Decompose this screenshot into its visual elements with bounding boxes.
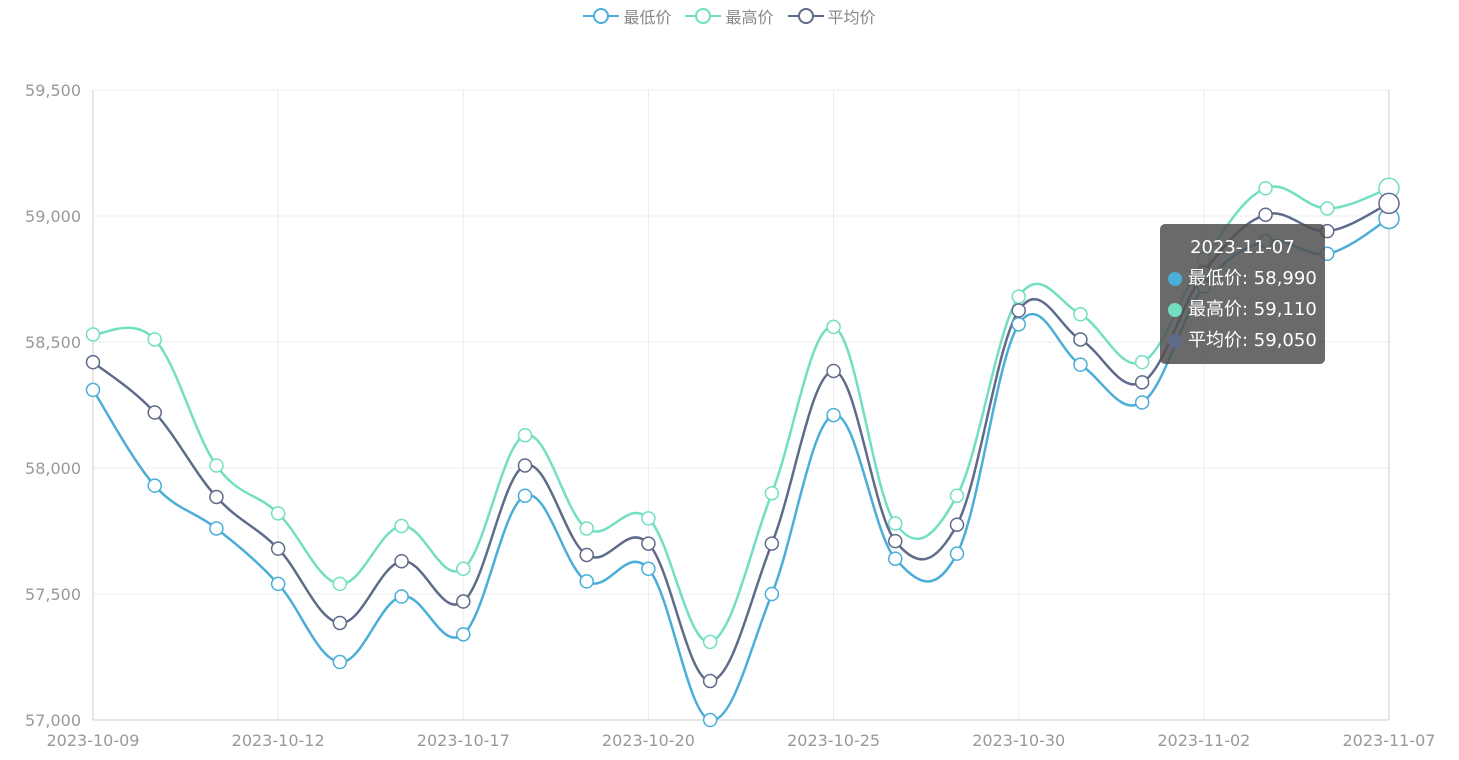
series-point-high: [1011, 289, 1026, 304]
series-point-low: [949, 546, 965, 561]
series-point-high: [332, 576, 348, 592]
legend-item-high[interactable]: 最高价: [685, 4, 774, 28]
tooltip-title: 2023-11-07: [1190, 237, 1295, 258]
series-point-high: [270, 506, 286, 521]
series-point-high: [1258, 181, 1273, 196]
series-point-low: [270, 576, 286, 592]
series-point-high: [826, 319, 841, 335]
legend-swatch-high-icon: [685, 8, 722, 24]
series-point-low: [1134, 395, 1150, 410]
series-point-high: [1320, 201, 1335, 216]
series-point-low: [147, 478, 162, 493]
y-tick-label: 59,000: [25, 207, 81, 226]
tooltip-value-high: 59,110: [1253, 299, 1317, 320]
x-tick-label: 2023-10-20: [602, 731, 695, 750]
tooltip-row-high: 最高价: 59,110: [1168, 294, 1317, 325]
x-tick-label: 2023-11-02: [1157, 731, 1250, 750]
series-point-high: [1073, 307, 1088, 322]
series-point-avg: [270, 541, 286, 556]
series-point-avg: [1134, 375, 1150, 390]
series-point-high: [456, 561, 471, 577]
tooltip-value-avg: 59,050: [1253, 330, 1317, 351]
y-tick-label: 58,500: [25, 333, 81, 352]
series-point-low: [702, 712, 718, 728]
y-tick-label: 57,000: [25, 711, 81, 730]
tooltip-label-high: 最高价: [1188, 299, 1242, 320]
series-point-high: [641, 511, 656, 526]
series-point-high: [517, 427, 533, 443]
x-tick-label: 2023-10-25: [787, 731, 880, 750]
series-point-high: [702, 634, 718, 650]
series-point-avg: [702, 673, 718, 689]
chart-legend: 最低价 最高价 平均价: [0, 2, 1459, 30]
series-point-avg: [949, 517, 965, 532]
legend-label-high: 最高价: [725, 8, 774, 27]
series-point-low: [888, 551, 903, 566]
tooltip-dot-high-icon: [1168, 302, 1182, 317]
tooltip-dot-low-icon: [1168, 271, 1182, 286]
legend-swatch-avg-icon: [787, 8, 824, 24]
series-point-low: [209, 521, 224, 536]
series-point-avg: [1258, 207, 1273, 222]
series-point-low: [641, 561, 656, 577]
series-point-low: [1073, 357, 1088, 372]
series-point-high: [888, 516, 903, 531]
x-tick-label: 2023-10-09: [47, 731, 140, 750]
series-point-low: [826, 407, 841, 423]
y-tick-label: 58,000: [25, 459, 81, 478]
series-point-high: [209, 458, 224, 473]
series-point-avg: [826, 363, 841, 379]
series-point-low: [456, 627, 471, 642]
series-point-avg: [456, 594, 471, 609]
series-point-avg: [209, 489, 224, 505]
series-point-avg: [332, 615, 348, 631]
legend-item-low[interactable]: 最低价: [583, 4, 671, 28]
series-point-avg: [394, 553, 409, 569]
y-tick-label: 59,500: [25, 81, 81, 100]
series-point-high: [579, 521, 594, 536]
series-point-avg: [641, 536, 656, 551]
x-tick-label: 2023-10-17: [417, 731, 510, 750]
series-point-low: [764, 586, 780, 602]
series-point-low: [394, 589, 409, 604]
x-tick-label: 2023-10-30: [972, 731, 1065, 750]
series-point-avg: [1073, 332, 1088, 347]
series-point-high: [1134, 354, 1150, 370]
tooltip-value-low: 58,990: [1253, 268, 1317, 289]
legend-item-avg[interactable]: 平均价: [787, 4, 876, 28]
series-point-avg: [517, 458, 533, 473]
tooltip-row-low: 最低价: 58,990: [1168, 263, 1317, 294]
series-point-avg: [764, 536, 780, 551]
legend-label-avg: 平均价: [827, 8, 876, 27]
series-point-high: [764, 485, 780, 501]
series-point-avg: [888, 533, 903, 549]
series-point-high: [85, 327, 101, 342]
series-point-low: [332, 654, 348, 670]
tooltip-label-low: 最低价: [1188, 268, 1242, 289]
series-point-avg: [147, 405, 162, 420]
series-point-avg: [85, 354, 101, 370]
legend-swatch-low-icon: [583, 8, 620, 24]
series-point-high: [147, 332, 162, 347]
tooltip-row-avg: 平均价: 59,050: [1168, 325, 1317, 356]
series-point-avg: [579, 547, 594, 563]
tooltip-label-avg: 平均价: [1188, 330, 1242, 351]
legend-label-low: 最低价: [623, 8, 672, 27]
series-point-low: [1011, 317, 1026, 332]
tooltip-dot-avg-icon: [1168, 333, 1182, 348]
series-point-low: [517, 488, 533, 503]
x-tick-label: 2023-10-12: [232, 731, 325, 750]
series-point-high: [394, 518, 409, 534]
series-point-low: [85, 382, 101, 398]
series-point-avg: [1011, 303, 1026, 318]
series-point-high: [949, 488, 965, 503]
series-point-avg: [1378, 192, 1400, 215]
chart-tooltip: 2023-11-07 最低价: 58,990 最高价: 59,110 平均价: …: [1160, 224, 1325, 364]
series-point-low: [579, 574, 594, 589]
y-tick-label: 57,500: [25, 585, 81, 604]
x-tick-label: 2023-11-07: [1343, 731, 1436, 750]
